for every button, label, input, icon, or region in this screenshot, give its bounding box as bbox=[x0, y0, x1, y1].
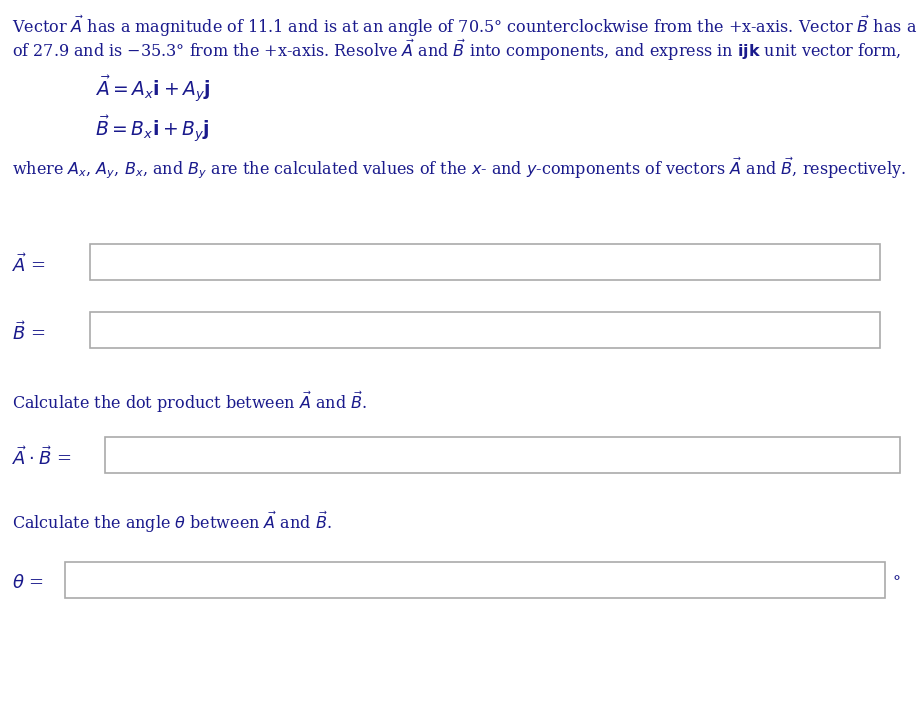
Bar bbox=[90, 312, 880, 348]
Text: $\vec{A} \cdot \vec{B}$ =: $\vec{A} \cdot \vec{B}$ = bbox=[12, 447, 72, 469]
Text: $\vec{A} = A_x\mathbf{i} + A_y\mathbf{j}$: $\vec{A} = A_x\mathbf{i} + A_y\mathbf{j}… bbox=[95, 73, 210, 104]
Bar bbox=[105, 437, 900, 473]
Text: $\vec{B}$ =: $\vec{B}$ = bbox=[12, 322, 45, 344]
Text: Calculate the dot product between $\vec{A}$ and $\vec{B}$.: Calculate the dot product between $\vec{… bbox=[12, 390, 367, 415]
Text: $\theta$ =: $\theta$ = bbox=[12, 574, 44, 592]
Bar bbox=[65, 562, 885, 598]
Text: $\vec{B} = B_x\mathbf{i} + B_y\mathbf{j}$: $\vec{B} = B_x\mathbf{i} + B_y\mathbf{j}… bbox=[95, 113, 210, 144]
Text: of 27.9 and is −35.3° from the +x-axis. Resolve $\vec{A}$ and $\vec{B}$ into com: of 27.9 and is −35.3° from the +x-axis. … bbox=[12, 38, 901, 63]
Text: °: ° bbox=[893, 574, 901, 592]
Text: Vector $\vec{A}$ has a magnitude of 11.1 and is at an angle of 70.5° countercloc: Vector $\vec{A}$ has a magnitude of 11.1… bbox=[12, 14, 917, 39]
Text: $\vec{A}$ =: $\vec{A}$ = bbox=[12, 254, 46, 276]
Text: where $A_x$, $A_y$, $B_x$, and $B_y$ are the calculated values of the $x$- and $: where $A_x$, $A_y$, $B_x$, and $B_y$ are… bbox=[12, 155, 906, 181]
Bar bbox=[90, 244, 880, 280]
Text: Calculate the angle $\theta$ between $\vec{A}$ and $\vec{B}$.: Calculate the angle $\theta$ between $\v… bbox=[12, 510, 332, 535]
